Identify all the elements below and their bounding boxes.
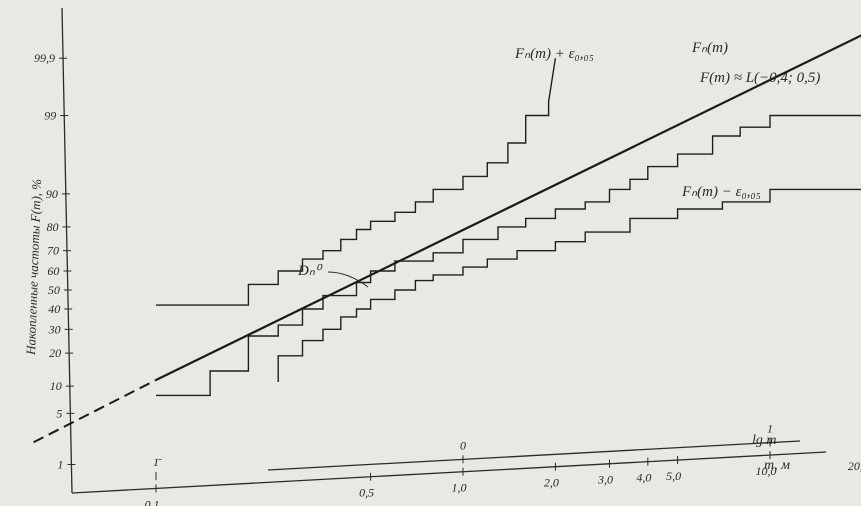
y-tick-label: 90 (46, 187, 58, 201)
lg-axis-label: lg m (752, 433, 777, 448)
series-group (156, 58, 861, 397)
y-tick-label: 70 (47, 244, 59, 258)
y-tick-label: 10 (50, 379, 62, 393)
y-tick-label: 20 (49, 346, 61, 360)
lg-axis (267, 440, 801, 471)
lg-tick-label: 1 (767, 422, 773, 436)
y-tick-label: 5 (56, 406, 62, 420)
x-tick-label: 5,0 (666, 469, 681, 483)
y-tick-label: 99,9 (34, 51, 55, 65)
x-axis-label: m, м (764, 458, 790, 473)
upper-bound-series (156, 58, 557, 306)
y-tick-label: 30 (48, 322, 61, 336)
y-tick-label: 1 (57, 457, 63, 471)
y-tick-label: 60 (47, 264, 59, 278)
y-tick-label: 80 (47, 220, 59, 234)
x-ticks: 0,1 0,5 1,0 2,0 3,0 4,0 5,0 10,0 20,0 (145, 450, 861, 506)
x-tick-label: 0,5 (359, 486, 374, 500)
y-tick-label: 99 (44, 109, 56, 123)
lg-ticks: 1̄ 0 1 (153, 422, 773, 481)
series-label-upper: Fₙ(m) + ε₀,₀₅ (514, 46, 594, 62)
x-tick-label: 1,0 (452, 481, 467, 495)
fit-label: F(m) ≈ L(−0,4; 0,5) (699, 70, 820, 86)
fit-line-extrapolated (33, 379, 157, 444)
y-tick-label: 40 (48, 302, 60, 316)
y-tick-label: 50 (48, 283, 60, 297)
x-tick-label: 20,0 (848, 459, 861, 473)
fit-line (33, 34, 861, 444)
annotation-dn0: Dₙ⁰ (297, 263, 323, 279)
x-tick-label: 4,0 (636, 471, 651, 485)
fit-line-solid (155, 34, 861, 381)
x-tick-label: 2,0 (544, 476, 559, 490)
x-axis (71, 451, 827, 494)
empirical-series (156, 114, 861, 397)
y-axis-label: Накопленные частоты F(m), % (23, 178, 44, 356)
x-tick-label: 10,0 (756, 464, 777, 478)
x-tick-label: 3,0 (597, 473, 613, 487)
lg-tick-label: 1̄ (153, 455, 162, 469)
annotation-pointer (327, 271, 369, 288)
series-label-lower: Fₙ(m) − ε₀,₀₅ (681, 184, 761, 200)
lower-bound-series (277, 188, 861, 382)
lg-tick-label: 0 (460, 438, 466, 452)
series-label-empirical: Fₙ(m) (691, 40, 728, 56)
x-tick-label: 0,1 (145, 497, 160, 506)
y-ticks: 1 5 10 20 30 40 50 60 70 80 90 99 99,9 (34, 51, 76, 471)
